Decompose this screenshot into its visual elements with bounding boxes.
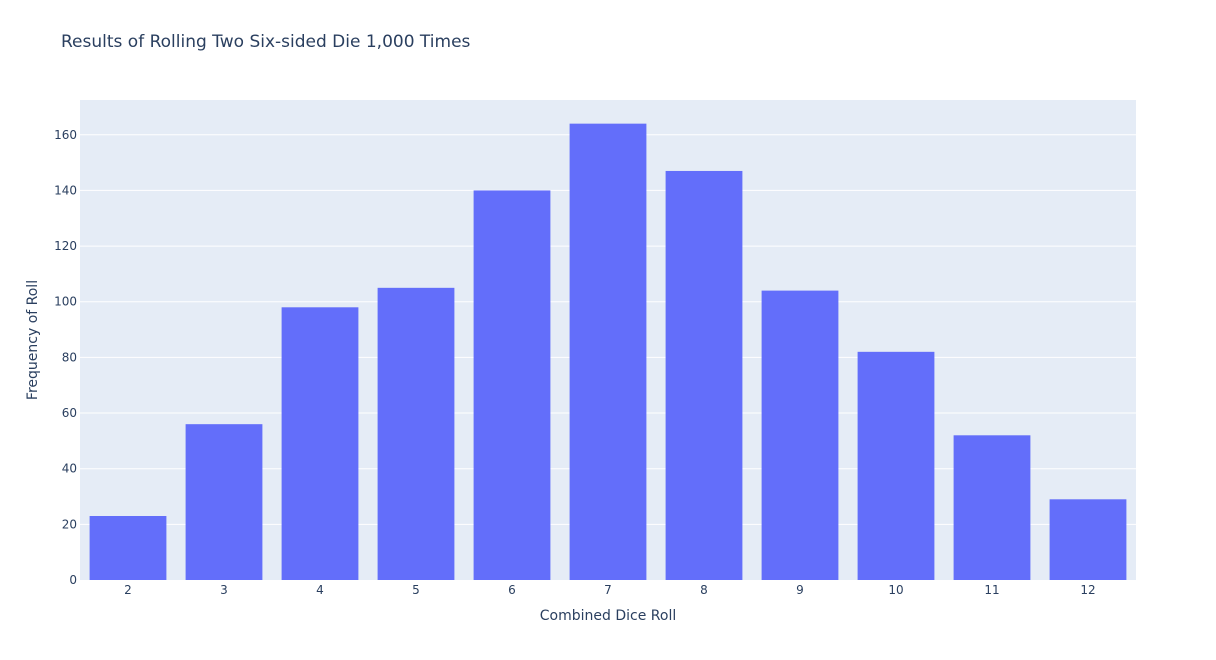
y-tick-label: 140 [54, 183, 77, 197]
x-tick-label: 12 [1080, 583, 1095, 597]
bar-7 [569, 123, 647, 581]
bar-2 [89, 516, 167, 580]
x-tick-label: 4 [316, 583, 324, 597]
x-tick-label: 8 [700, 583, 708, 597]
x-tick-label: 2 [124, 583, 132, 597]
bar-8 [665, 170, 743, 580]
x-tick-label: 6 [508, 583, 516, 597]
y-tick-label: 160 [54, 128, 77, 142]
chart-title: Results of Rolling Two Six-sided Die 1,0… [61, 32, 471, 52]
bar-4 [281, 307, 359, 580]
x-tick-label: 11 [984, 583, 999, 597]
bar-12 [1049, 499, 1127, 580]
x-axis-ticks: 2 3 4 5 6 7 8 9 10 11 12 [124, 583, 1095, 597]
bar-5 [377, 287, 455, 580]
bar-6 [473, 190, 551, 580]
y-axis-title: Frequency of Roll [25, 280, 41, 400]
y-axis-ticks: 0 20 40 60 80 100 120 140 160 [54, 128, 77, 587]
bar-11 [953, 435, 1031, 580]
y-tick-label: 20 [62, 517, 77, 531]
y-tick-label: 60 [62, 406, 77, 420]
y-tick-label: 80 [62, 350, 77, 364]
y-tick-label: 100 [54, 295, 77, 309]
x-tick-label: 10 [888, 583, 903, 597]
bar-9 [761, 290, 839, 580]
bar-10 [857, 351, 935, 580]
y-tick-label: 0 [69, 573, 77, 587]
x-tick-label: 3 [220, 583, 228, 597]
bar-3 [185, 424, 263, 580]
y-tick-label: 40 [62, 462, 77, 476]
y-tick-label: 120 [54, 239, 77, 253]
x-tick-label: 7 [604, 583, 612, 597]
x-axis-title: Combined Dice Roll [540, 608, 676, 624]
x-tick-label: 9 [796, 583, 804, 597]
bars [89, 123, 1127, 581]
x-tick-label: 5 [412, 583, 420, 597]
